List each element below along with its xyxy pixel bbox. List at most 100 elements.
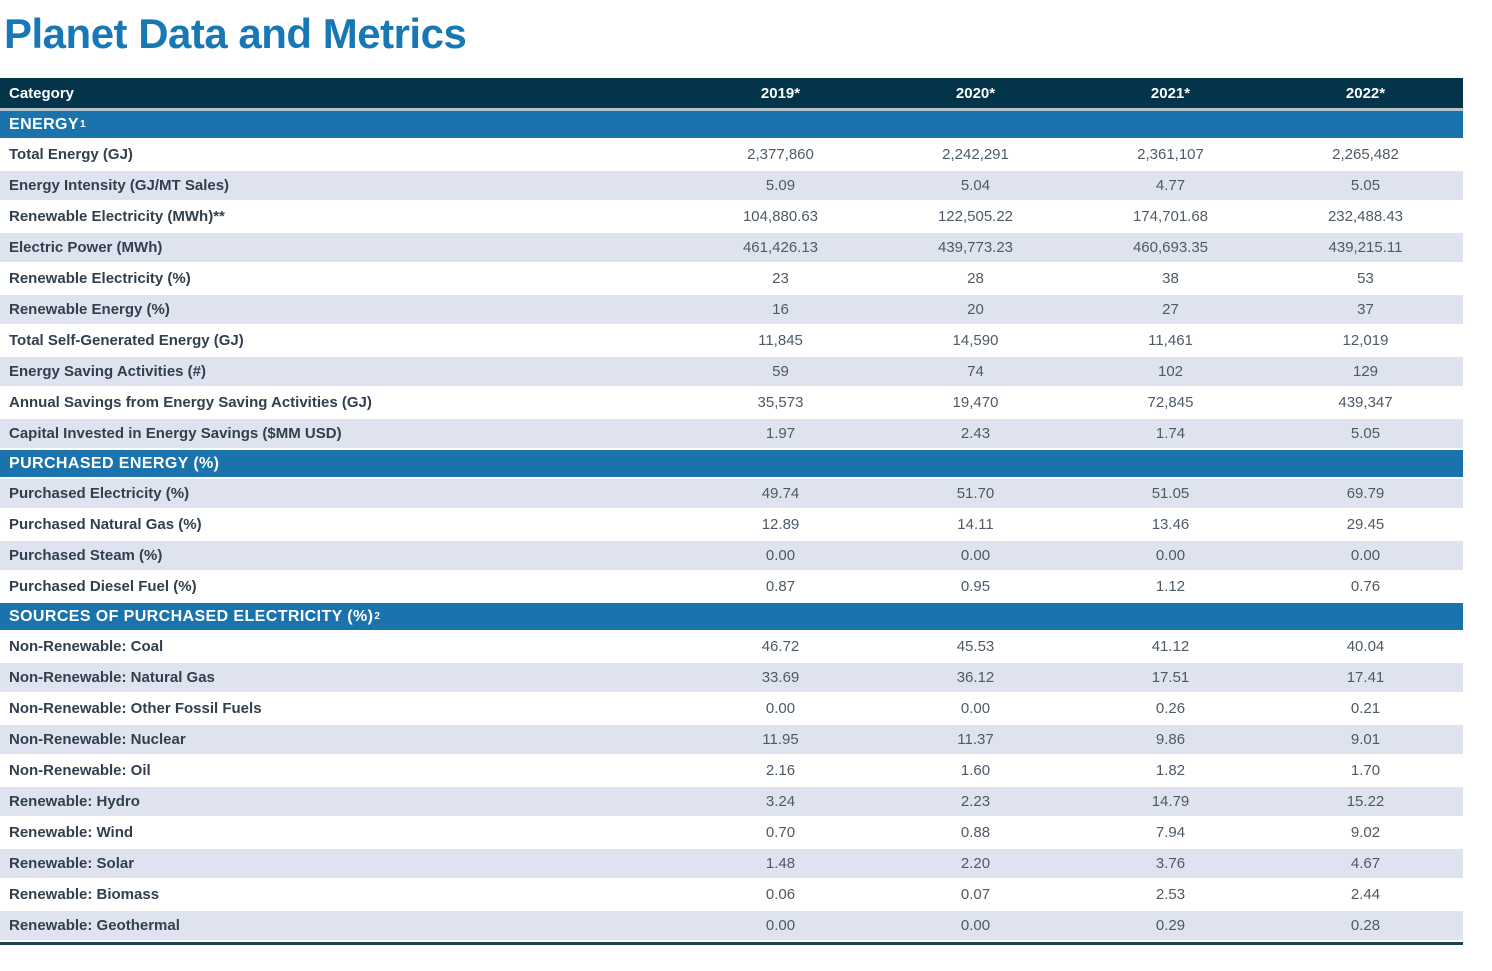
table-row: Energy Saving Activities (#) 59 74 102 129	[0, 357, 1463, 388]
row-category-label: Renewable: Geothermal	[9, 917, 180, 934]
table-row: Renewable: Wind 0.70 0.88 7.94 9.02	[0, 818, 1463, 849]
row-value-cell: 53	[1357, 270, 1374, 287]
row-value-cell: 11,461	[1148, 332, 1193, 349]
row-value-cell: 74	[967, 363, 984, 380]
row-value-cell: 174,701.68	[1132, 208, 1209, 225]
row-value-cell: 0.06	[765, 886, 796, 903]
table-row: Non-Renewable: Nuclear 11.95 11.37 9.86 9.01	[0, 725, 1463, 756]
planet-metrics-table: Category 2019* 2020* 2021* 2022* ENERGY 1 Tot…	[0, 78, 1463, 945]
row-value-cell: 3.24	[765, 793, 796, 810]
page-title: Planet Data and Metrics	[4, 10, 467, 57]
table-row: Non-Renewable: Coal 46.72 45.53 41.12 40.04	[0, 632, 1463, 663]
row-value-cell: 12,019	[1342, 332, 1389, 349]
row-value-cell: 38	[1162, 270, 1179, 287]
row-value-cell: 5.05	[1350, 425, 1381, 442]
row-category-label: Total Energy (GJ)	[9, 146, 133, 163]
row-value-cell: 2.43	[960, 425, 991, 442]
row-value-cell: 29.45	[1346, 516, 1385, 533]
section-header: ENERGY 1	[0, 111, 1463, 140]
row-value-cell: 49.74	[761, 485, 800, 502]
row-category-label: Renewable: Wind	[9, 824, 134, 841]
row-value-cell: 4.67	[1350, 855, 1381, 872]
row-value-cell: 0.87	[765, 578, 796, 595]
row-category-label: Purchased Steam (%)	[9, 547, 163, 564]
table-row: Capital Invested in Energy Savings ($MM …	[0, 419, 1463, 450]
row-value-cell: 20	[967, 301, 984, 318]
table-row: Electric Power (MWh) 461,426.13 439,773.23…	[0, 233, 1463, 264]
row-value-cell: 122,505.22	[937, 208, 1014, 225]
row-value-cell: 439,347	[1338, 394, 1393, 411]
year-column-header: 2022*	[1345, 84, 1386, 102]
section-header: PURCHASED ENERGY (%)	[0, 450, 1463, 479]
row-value-cell: 1.12	[1155, 578, 1186, 595]
row-value-cell: 2.23	[960, 793, 991, 810]
row-value-cell: 1.82	[1155, 762, 1186, 779]
row-category-label: Non-Renewable: Other Fossil Fuels	[9, 700, 262, 717]
row-category-label: Electric Power (MWh)	[9, 239, 163, 256]
row-value-cell: 439,215.11	[1328, 239, 1403, 256]
row-value-cell: 51.70	[956, 485, 995, 502]
row-value-cell: 0.00	[765, 917, 796, 934]
row-value-cell: 1.97	[765, 425, 796, 442]
row-value-cell: 439,773.23	[937, 239, 1014, 256]
row-value-cell: 0.00	[765, 700, 796, 717]
row-value-cell: 5.09	[765, 177, 796, 194]
table-row: Purchased Diesel Fuel (%) 0.87 0.95 1.12 0.7…	[0, 572, 1463, 603]
table-row: Renewable Energy (%) 16 20 27 37	[0, 295, 1463, 326]
table-row: Non-Renewable: Oil 2.16 1.60 1.82 1.70	[0, 756, 1463, 787]
row-value-cell: 11.95	[762, 731, 799, 748]
row-value-cell: 35,573	[757, 394, 804, 411]
category-column-header: Category	[9, 84, 75, 102]
row-value-cell: 33.69	[761, 669, 800, 686]
table-row: Renewable Electricity (%) 23 28 38 53	[0, 264, 1463, 295]
row-category-label: Purchased Diesel Fuel (%)	[9, 578, 197, 595]
row-value-cell: 0.00	[1350, 547, 1381, 564]
row-value-cell: 14.11	[957, 516, 994, 533]
table-row: Purchased Steam (%) 0.00 0.00 0.00 0.00	[0, 541, 1463, 572]
row-value-cell: 0.21	[1350, 700, 1381, 717]
row-value-cell: 0.00	[960, 700, 991, 717]
row-value-cell: 0.00	[960, 547, 991, 564]
row-value-cell: 7.94	[1155, 824, 1186, 841]
row-category-label: Renewable: Hydro	[9, 793, 140, 810]
table-row: Total Self-Generated Energy (GJ) 11,845 14…	[0, 326, 1463, 357]
row-value-cell: 2,377,860	[747, 146, 814, 163]
table-row: Renewable: Solar 1.48 2.20 3.76 4.67	[0, 849, 1463, 880]
row-value-cell: 9.02	[1350, 824, 1381, 841]
table-row: Purchased Natural Gas (%) 12.89 14.11 13.46…	[0, 510, 1463, 541]
row-value-cell: 104,880.63	[742, 208, 819, 225]
row-value-cell: 11,845	[758, 332, 803, 349]
row-value-cell: 17.41	[1346, 669, 1385, 686]
row-value-cell: 15.22	[1346, 793, 1385, 810]
year-column-header: 2019*	[760, 84, 801, 102]
row-value-cell: 16	[772, 301, 789, 318]
row-value-cell: 0.00	[960, 917, 991, 934]
table-body: ENERGY 1 Total Energy (GJ) 2,377,860 2,242,2…	[0, 111, 1463, 942]
row-value-cell: 4.77	[1155, 177, 1186, 194]
row-value-cell: 23	[772, 270, 789, 287]
row-value-cell: 0.00	[1155, 547, 1186, 564]
row-category-label: Renewable Electricity (MWh)**	[9, 208, 225, 225]
row-value-cell: 13.46	[1151, 516, 1190, 533]
row-value-cell: 72,845	[1147, 394, 1194, 411]
year-column-header: 2021*	[1150, 84, 1191, 102]
row-value-cell: 59	[772, 363, 789, 380]
row-value-cell: 14.79	[1151, 793, 1190, 810]
section-title: ENERGY	[9, 115, 79, 133]
table-row: Energy Intensity (GJ/MT Sales) 5.09 5.04 4.…	[0, 171, 1463, 202]
row-category-label: Renewable Energy (%)	[9, 301, 170, 318]
row-value-cell: 36.12	[956, 669, 995, 686]
row-value-cell: 1.48	[765, 855, 796, 872]
table-row: Total Energy (GJ) 2,377,860 2,242,291 2,361…	[0, 140, 1463, 171]
row-value-cell: 0.70	[765, 824, 796, 841]
row-value-cell: 0.88	[960, 824, 991, 841]
table-row: Non-Renewable: Other Fossil Fuels 0.00 0.0…	[0, 694, 1463, 725]
row-value-cell: 2,242,291	[942, 146, 1009, 163]
row-value-cell: 1.74	[1155, 425, 1186, 442]
row-category-label: Annual Savings from Energy Saving Activi…	[9, 394, 372, 411]
row-value-cell: 0.26	[1155, 700, 1186, 717]
row-value-cell: 0.29	[1155, 917, 1186, 934]
row-value-cell: 2,265,482	[1332, 146, 1399, 163]
table-row: Annual Savings from Energy Saving Activi…	[0, 388, 1463, 419]
row-value-cell: 5.04	[960, 177, 991, 194]
